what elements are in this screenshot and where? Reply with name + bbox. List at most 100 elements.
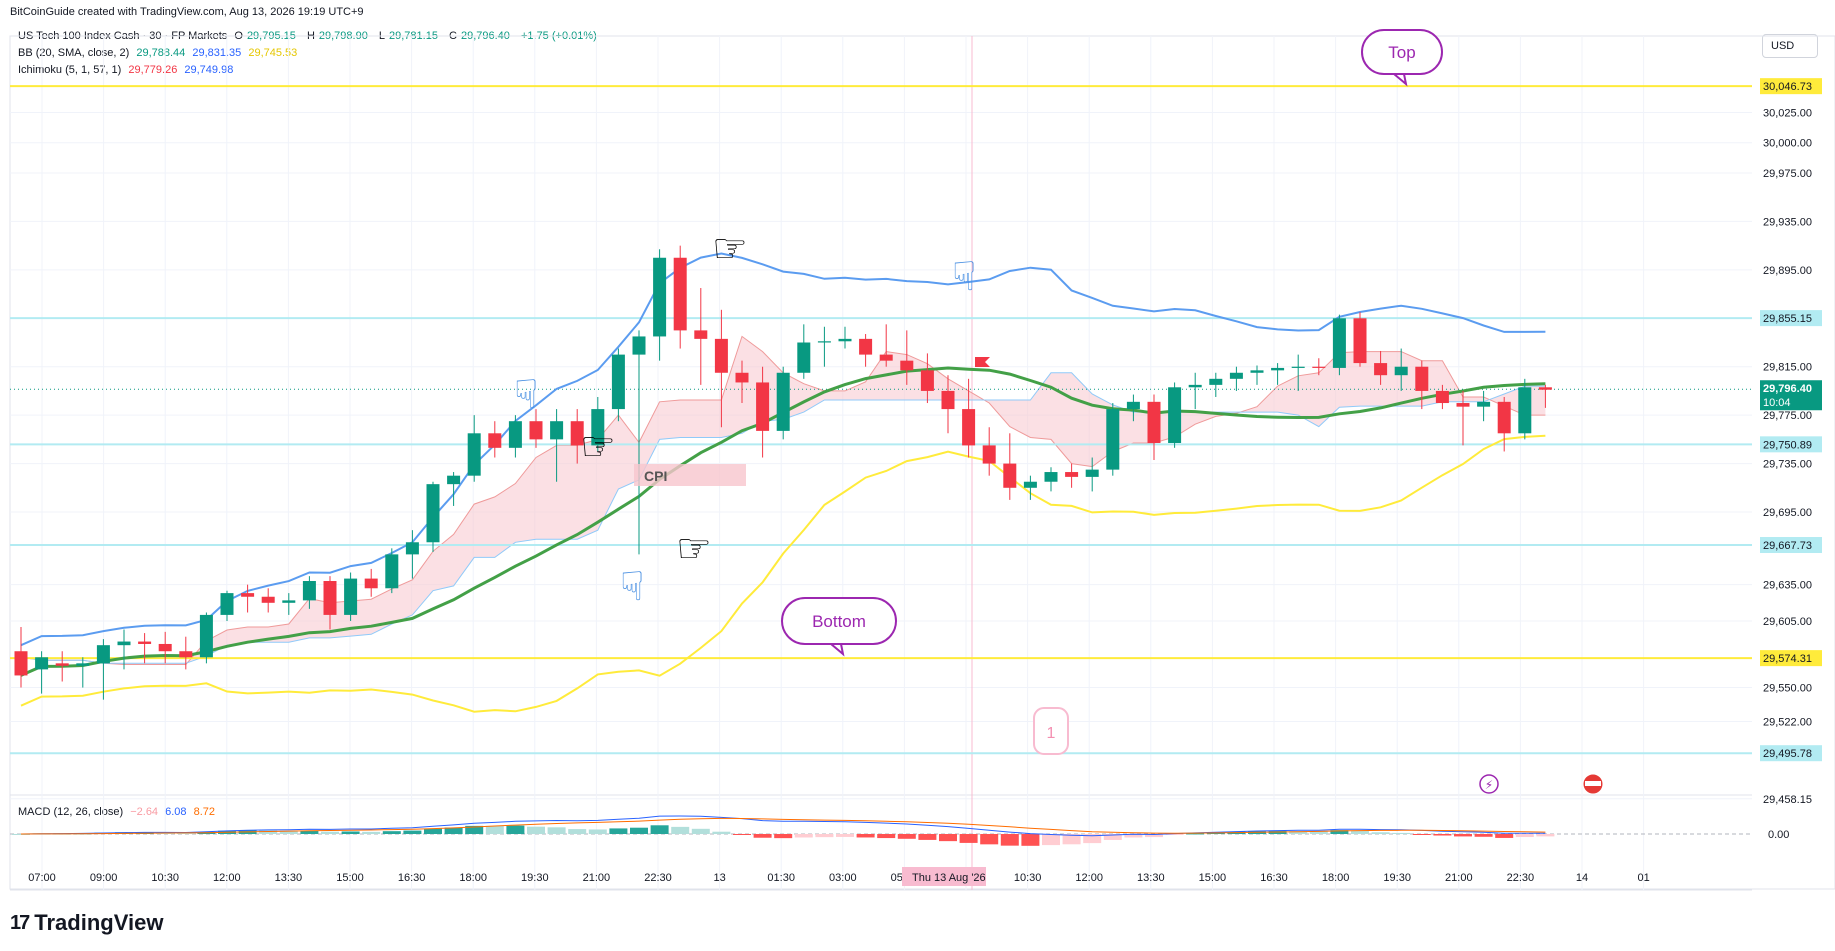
symbol-legend[interactable]: US Tech 100 Index Cash · 30 · FP Markets… bbox=[18, 30, 601, 42]
annotations: Top Bottom CPI 1 ☞ ☟ ☟ ☞ ☞ ☟ ⚡ bbox=[514, 29, 1604, 795]
tradingview-logo[interactable]: 17 TradingView bbox=[10, 910, 163, 936]
candle-body bbox=[1456, 403, 1470, 407]
macd-hist-bar bbox=[444, 827, 463, 834]
time-tick-label: 18:00 bbox=[459, 872, 487, 884]
macd-hist-bar bbox=[609, 828, 628, 834]
time-tick-label: 15:00 bbox=[1199, 872, 1227, 884]
macd-hist-bar bbox=[1124, 834, 1143, 838]
macd-hist-bar bbox=[279, 830, 298, 834]
macd-hist-bar bbox=[465, 825, 484, 834]
macd-hist-bar bbox=[1392, 832, 1411, 834]
candle-body bbox=[694, 330, 708, 339]
macd-hist-bar bbox=[300, 830, 319, 834]
macd-hist-bar bbox=[1083, 834, 1102, 844]
candle-body bbox=[76, 663, 90, 666]
time-tick-label: 15:00 bbox=[336, 872, 364, 884]
macd-hist-bar bbox=[588, 829, 607, 834]
candle-body bbox=[859, 338, 873, 355]
level-price-label: 29,855.15 bbox=[1763, 313, 1812, 325]
candle-body bbox=[179, 651, 193, 658]
candle-body bbox=[879, 354, 893, 361]
candle-body bbox=[1188, 384, 1202, 388]
candle-body bbox=[220, 593, 234, 615]
candle-body bbox=[1415, 366, 1429, 391]
time-tick-label: 19:30 bbox=[1383, 872, 1411, 884]
macd-hist-bar bbox=[959, 834, 978, 843]
crosshair-date-bg bbox=[902, 867, 986, 886]
hand-right-icon: ☞ bbox=[712, 226, 748, 272]
axes: 30,025.00 30,000.00 29,975.00 29,935.00 29,8… bbox=[28, 78, 1822, 886]
candle-body bbox=[364, 578, 378, 589]
bb-legend[interactable]: BB (20, SMA, close, 2) 29,788.44 29,831.… bbox=[18, 47, 301, 59]
macd-hist-bar bbox=[630, 827, 648, 834]
macd-hist-bar bbox=[815, 834, 834, 838]
macd-hist-bar bbox=[362, 831, 381, 834]
macd-hist-bar bbox=[671, 826, 690, 834]
candle-body bbox=[96, 645, 110, 664]
price-tick-label: 29,775.00 bbox=[1763, 410, 1812, 422]
price-tick-label: 29,815.00 bbox=[1763, 362, 1812, 374]
bb-basis-value: 29,788.44 bbox=[136, 47, 186, 59]
macd-hist-bar bbox=[1165, 834, 1184, 835]
macd-hist-bar bbox=[424, 828, 442, 834]
price-tick-label: 29,895.00 bbox=[1763, 265, 1812, 277]
candle-body bbox=[776, 372, 790, 431]
candle-body bbox=[1291, 366, 1305, 368]
price-tick-label: 29,635.00 bbox=[1763, 580, 1812, 592]
candle-body bbox=[158, 643, 172, 652]
candle-body bbox=[199, 614, 213, 658]
time-tick-label: 01:30 bbox=[767, 872, 795, 884]
level-price-tag bbox=[1760, 436, 1822, 453]
level-price-label: 29,574.31 bbox=[1763, 653, 1812, 665]
candle-body bbox=[1538, 387, 1552, 390]
candle-body bbox=[385, 554, 399, 589]
macd-hist-bar bbox=[485, 825, 504, 834]
time-tick-label: 13:30 bbox=[1137, 872, 1165, 884]
candle-body bbox=[1497, 401, 1511, 434]
price-tick-label: 29,695.00 bbox=[1763, 507, 1812, 519]
candle-body bbox=[426, 484, 440, 543]
candles bbox=[14, 245, 1552, 700]
candle-body bbox=[550, 421, 564, 440]
macd-hist-bar bbox=[1474, 834, 1493, 837]
ichimoku-cloud-fill bbox=[21, 336, 1546, 665]
tradingview-mark-icon: 17 bbox=[10, 911, 30, 934]
currency-button[interactable]: USD bbox=[1762, 34, 1818, 58]
time-tick-label: 10:30 bbox=[1014, 872, 1042, 884]
macd-hist-bar bbox=[980, 834, 999, 845]
bb-upper-line bbox=[20, 252, 1546, 647]
lightning-event-icon bbox=[1479, 774, 1499, 794]
macd-legend[interactable]: MACD (12, 26, close) −2.64 6.08 8.72 bbox=[18, 806, 219, 818]
macd-hist-bar bbox=[1515, 834, 1534, 838]
annotation-top-tail bbox=[1391, 73, 1408, 87]
time-tick-label: 19:30 bbox=[521, 872, 549, 884]
hand-down-icon: ☟ bbox=[952, 254, 976, 300]
candle-body bbox=[488, 433, 502, 448]
annotation-bottom-label: Bottom bbox=[812, 612, 866, 631]
macd-hist-bar bbox=[506, 825, 525, 834]
price-tick-label: 29,975.00 bbox=[1763, 168, 1812, 180]
candle-body bbox=[1250, 370, 1264, 373]
macd-hist-bar bbox=[1289, 831, 1308, 834]
time-tick-label: 14 bbox=[1576, 872, 1588, 884]
macd-hist-bar bbox=[918, 834, 937, 840]
candle-body bbox=[261, 596, 275, 603]
time-tick-label: 07:00 bbox=[28, 872, 56, 884]
candle-body bbox=[817, 341, 831, 343]
candle-body bbox=[529, 421, 543, 440]
ichimoku-label: Ichimoku (5, 1, 57, 1) bbox=[18, 64, 122, 76]
candle-body bbox=[714, 338, 728, 373]
last-price-countdown: 10:04 bbox=[1763, 397, 1791, 409]
candle-body bbox=[35, 657, 49, 670]
annotation-top-label: Top bbox=[1388, 43, 1415, 62]
time-tick-label: 21:00 bbox=[583, 872, 611, 884]
time-tick-label: 13 bbox=[713, 872, 725, 884]
hand-down-icon: ☟ bbox=[514, 372, 538, 418]
time-tick-label: 12:00 bbox=[1075, 872, 1103, 884]
macd-label: MACD (12, 26, close) bbox=[18, 806, 124, 818]
level-price-label: 29,750.89 bbox=[1763, 439, 1812, 451]
candle-body bbox=[632, 336, 646, 355]
macd-hist-bar bbox=[774, 834, 793, 839]
brand-name: TradingView bbox=[34, 910, 164, 935]
